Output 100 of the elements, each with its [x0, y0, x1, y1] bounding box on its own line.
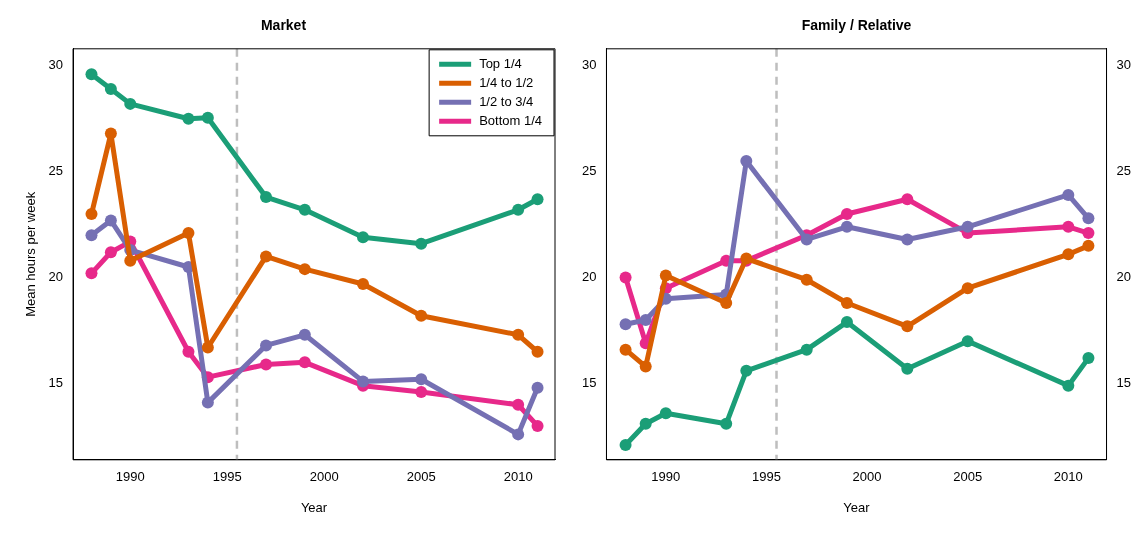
legend-label: Top 1/4 [479, 55, 522, 71]
x-tick-label: 2005 [406, 469, 436, 485]
y-tick-label: 20 [48, 269, 64, 285]
point [1082, 239, 1095, 252]
point [961, 220, 974, 233]
x-tick-label: 1995 [751, 469, 781, 485]
x-tick-label: 2000 [852, 469, 882, 485]
point [104, 214, 117, 227]
legend-label: Bottom 1/4 [479, 112, 543, 128]
point [104, 246, 117, 259]
point [840, 208, 853, 221]
point [1062, 379, 1075, 392]
point [800, 273, 813, 286]
point [901, 362, 914, 375]
point [357, 231, 369, 244]
point [298, 356, 311, 369]
point [182, 345, 195, 358]
point [124, 254, 137, 267]
point [840, 297, 853, 310]
point [740, 364, 753, 377]
point [104, 83, 117, 96]
x-tick-label: 2010 [503, 469, 533, 485]
point [260, 191, 273, 204]
point [260, 339, 273, 352]
point [85, 267, 98, 280]
point [1082, 352, 1095, 365]
point [840, 316, 853, 329]
point [659, 269, 672, 282]
point [619, 343, 632, 356]
point [531, 419, 544, 432]
point [182, 227, 195, 240]
point [800, 233, 813, 246]
y-axis-title: Mean hours per week [23, 191, 39, 317]
point [619, 438, 632, 451]
point [260, 250, 273, 263]
point [298, 263, 311, 276]
point [619, 271, 632, 284]
y-tick-label: 25 [581, 163, 597, 179]
point [201, 111, 214, 124]
point [720, 417, 733, 430]
x-axis-title: Year [843, 499, 871, 515]
point [182, 112, 195, 125]
point [901, 320, 914, 333]
point [512, 328, 525, 341]
point [1082, 227, 1095, 240]
point [531, 193, 544, 206]
point [415, 237, 428, 250]
y-tick-label: 20 [581, 269, 597, 285]
point [85, 68, 98, 81]
point [298, 203, 311, 216]
point [357, 277, 369, 290]
legend-label: 1/2 to 3/4 [479, 93, 534, 109]
y-tick-label: 15 [581, 375, 597, 391]
point [639, 313, 652, 326]
point [512, 203, 525, 216]
point [800, 343, 813, 356]
y-tick-label: 30 [581, 57, 597, 73]
y2-tick-label: 25 [1116, 163, 1132, 179]
point [124, 97, 137, 110]
point [298, 328, 311, 341]
x-tick-label: 1990 [651, 469, 681, 485]
x-axis-title: Year [300, 499, 328, 515]
point [531, 345, 544, 358]
x-tick-label: 2000 [309, 469, 339, 485]
point [1062, 220, 1075, 233]
y2-tick-label: 15 [1116, 375, 1132, 391]
point [531, 381, 544, 394]
point [720, 297, 733, 310]
y2-tick-label: 20 [1116, 269, 1132, 285]
point [512, 428, 525, 441]
chart-title: Market [260, 17, 307, 34]
point [901, 193, 914, 206]
x-tick-label: 2010 [1053, 469, 1083, 485]
point [639, 360, 652, 373]
point [104, 127, 117, 140]
chart-title: Family / Relative [801, 17, 912, 34]
point [1062, 188, 1075, 201]
point [415, 386, 428, 399]
point [85, 208, 98, 221]
legend-label: 1/4 to 1/2 [479, 74, 534, 90]
point [415, 309, 428, 322]
y-tick-label: 15 [48, 375, 64, 391]
point [415, 373, 428, 386]
point [201, 396, 214, 409]
point [961, 335, 974, 348]
y2-tick-label: 30 [1116, 57, 1132, 73]
point [901, 233, 914, 246]
y-tick-label: 30 [48, 57, 64, 73]
point [512, 398, 525, 411]
point [85, 229, 98, 242]
point [961, 282, 974, 295]
point [619, 318, 632, 331]
point [639, 417, 652, 430]
point [357, 375, 369, 388]
point [659, 407, 672, 420]
point [201, 341, 214, 354]
x-tick-label: 2005 [953, 469, 983, 485]
x-tick-label: 1990 [115, 469, 145, 485]
point [840, 220, 853, 233]
point [1062, 248, 1075, 261]
